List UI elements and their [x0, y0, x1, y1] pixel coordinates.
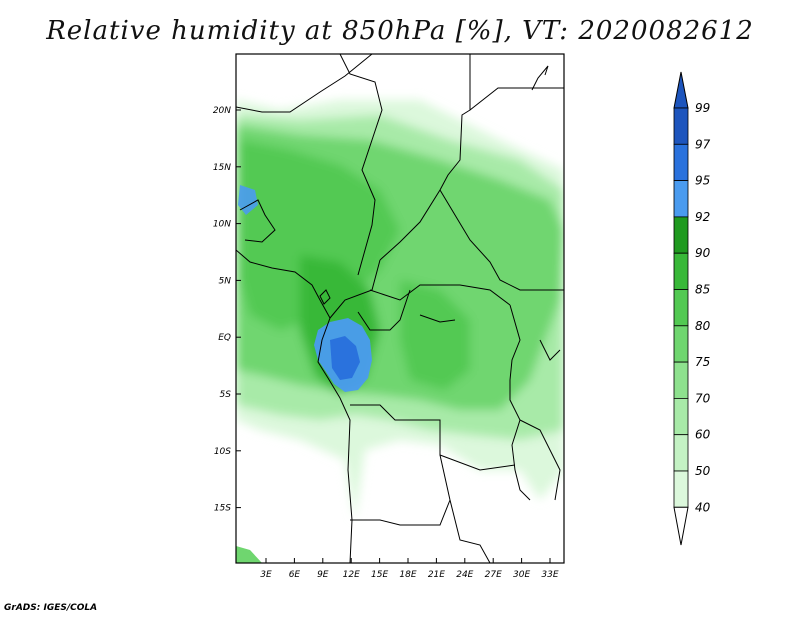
colorbar-segment: [673, 361, 689, 399]
colorbar-label: 85: [695, 283, 710, 297]
lon-tick-label: 6E: [289, 570, 301, 580]
lon-tick-label: 21E: [428, 570, 445, 580]
lat-tick-label: 15S: [214, 504, 231, 514]
colorbar-bottom-arrow: [673, 506, 689, 546]
colorbar-label: 92: [695, 210, 710, 224]
colorbar-segment: [673, 143, 689, 182]
colorbar-label: 70: [695, 391, 711, 405]
lat-tick-label: 20N: [213, 106, 231, 116]
colorbar-label: 97: [695, 137, 711, 151]
colorbar-segment: [673, 434, 689, 472]
country-borders: [236, 54, 564, 563]
colorbar-segment: [673, 216, 689, 254]
rh-area-95-c: [236, 546, 262, 563]
lat-tick-label: 10N: [213, 220, 231, 230]
colorbar-label: 80: [695, 319, 711, 333]
colorbar-label: 90: [695, 246, 711, 260]
colorbar-label: 50: [695, 464, 711, 478]
colorbar-label: 40: [695, 500, 711, 514]
lat-tick-label: 10S: [214, 447, 231, 457]
rh-area-97: [330, 336, 360, 380]
map-frame: [235, 53, 565, 564]
colorbar-segment: [673, 289, 689, 327]
colorbar-top-arrow: [673, 71, 689, 109]
lon-tick-label: 9E: [317, 570, 329, 580]
colorbar-segment: [673, 180, 689, 218]
lon-tick-label: 3E: [260, 570, 272, 580]
chart-title: Relative humidity at 850hPa [%], VT: 202…: [46, 16, 754, 46]
colorbar-label: 99: [695, 101, 710, 115]
colorbar-segment: [673, 107, 689, 145]
colorbar-label: 75: [695, 355, 710, 369]
humidity-field: [236, 100, 564, 563]
colorbar-label: 60: [695, 428, 711, 442]
lon-tick-label: 33E: [541, 570, 558, 580]
rh-area-95-b: [238, 185, 258, 215]
colorbar-segment: [673, 470, 689, 508]
longitude-axis: 3E 6E 9E 12E 15E 18E 21E 24E 27E 30E 33E: [260, 558, 559, 580]
lat-tick-label: 15N: [213, 163, 231, 173]
colorbar-segment: [673, 397, 689, 436]
lon-tick-label: 12E: [343, 570, 360, 580]
colorbar-segment: [673, 325, 689, 363]
lon-tick-label: 27E: [485, 570, 502, 580]
colorbar: 99 97 95 92 90 85 80 75 70 60 50 40: [673, 71, 711, 546]
lon-tick-label: 24E: [456, 570, 473, 580]
lat-tick-label: 5N: [219, 276, 232, 286]
lon-tick-label: 30E: [513, 570, 530, 580]
colorbar-segment: [673, 252, 689, 290]
lon-tick-label: 18E: [399, 570, 416, 580]
credit-text: GrADS: IGES/COLA: [4, 603, 98, 613]
lon-tick-label: 15E: [371, 570, 388, 580]
lat-tick-label: 5S: [220, 390, 232, 400]
rh-area-85-b: [400, 280, 470, 390]
latitude-axis: 20N 15N 10N 5N EQ 5S 10S 15S: [213, 106, 241, 514]
lat-tick-label: EQ: [218, 333, 231, 343]
colorbar-label: 95: [695, 174, 710, 188]
